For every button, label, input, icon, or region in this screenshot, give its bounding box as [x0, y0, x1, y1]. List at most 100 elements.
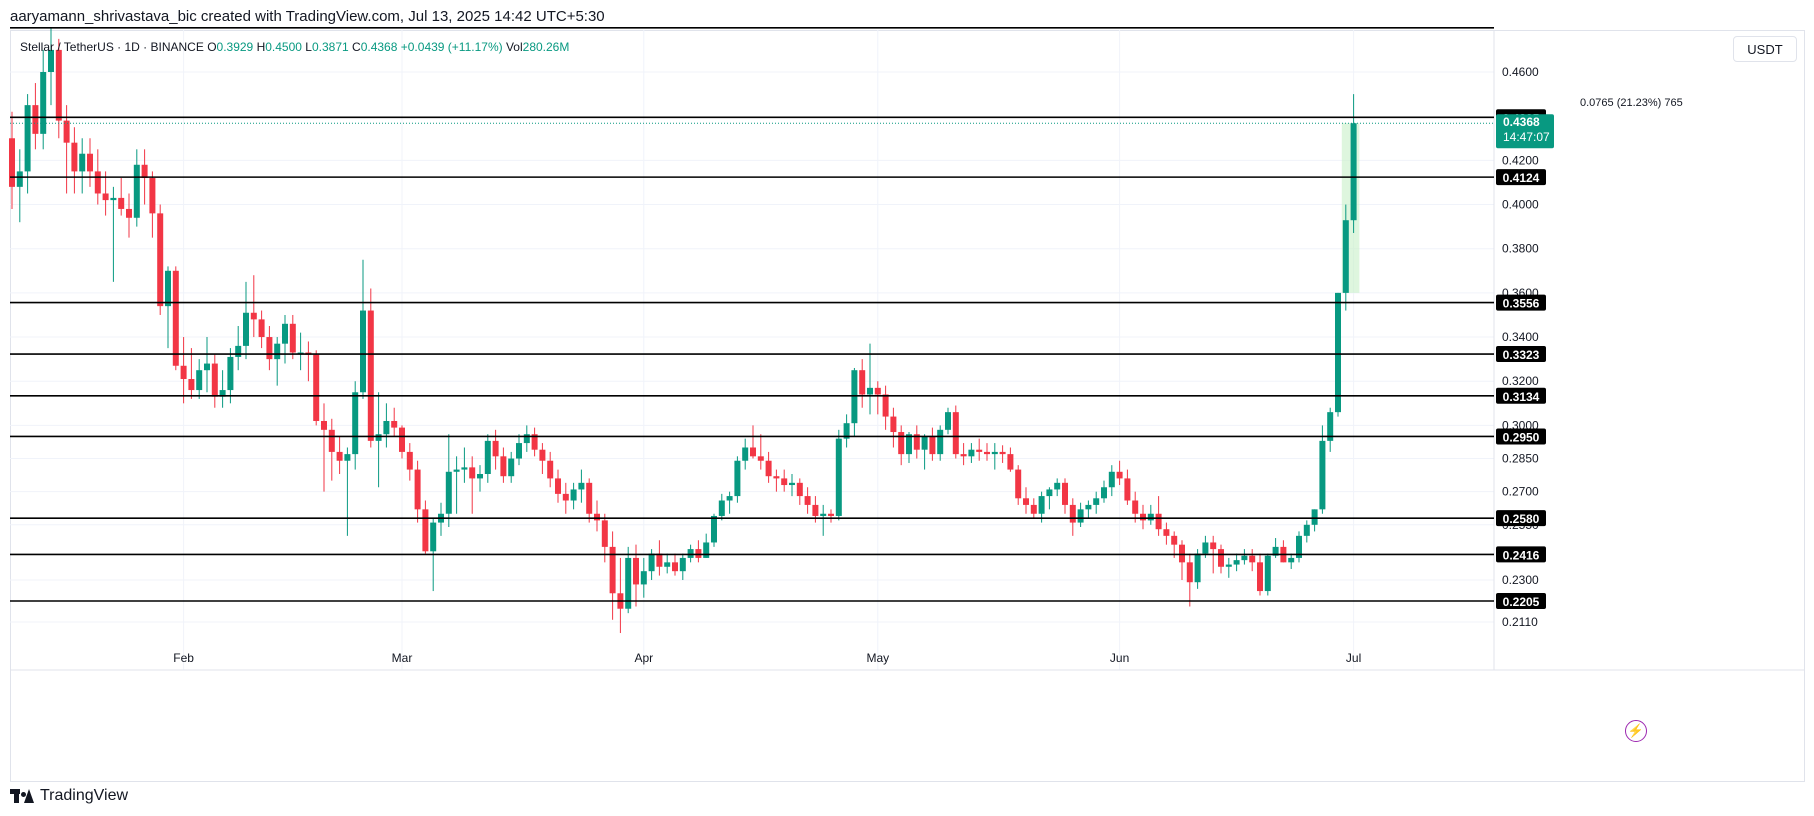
level-badge: [1496, 294, 1546, 311]
candle-body: [1218, 549, 1224, 567]
candle-body: [211, 363, 218, 397]
candle-body: [204, 363, 210, 371]
candle-body: [1327, 412, 1334, 441]
candle-body: [87, 153, 93, 172]
candle-body: [1194, 553, 1201, 583]
candle-body: [102, 193, 109, 201]
candle-body: [328, 429, 335, 452]
candle-body: [999, 451, 1006, 455]
chart-frame: [10, 30, 1805, 782]
candle-body: [648, 553, 655, 572]
level-badge-text: 0.3556: [1503, 297, 1540, 311]
candle-body: [968, 449, 975, 457]
candle-body: [1264, 555, 1271, 592]
candle-body: [562, 493, 569, 501]
candle-body: [266, 337, 273, 360]
candle-body: [157, 213, 164, 307]
candle-body: [835, 438, 842, 516]
candle-body: [937, 429, 944, 455]
candle-body: [711, 515, 717, 543]
candle-body: [63, 120, 70, 143]
candle-body: [508, 458, 515, 477]
candle-body: [1023, 498, 1029, 505]
candle-body: [1015, 469, 1022, 499]
candle-body: [578, 482, 585, 490]
symbol-name[interactable]: Stellar / TetherUS · 1D · BINANCE: [20, 40, 204, 54]
candle-body: [391, 420, 398, 428]
candle-body: [984, 451, 990, 455]
candle-body: [750, 447, 756, 457]
high-label: H: [256, 40, 266, 54]
candle-body: [399, 427, 405, 452]
current-price-badge: [1496, 114, 1554, 149]
currency-selector[interactable]: USDT: [1733, 36, 1797, 62]
candle-body: [1288, 557, 1295, 563]
x-tick-label: Mar: [392, 651, 413, 665]
y-tick-label: 0.2700: [1502, 485, 1539, 499]
lightning-icon[interactable]: ⚡: [1625, 720, 1647, 742]
candle-body: [765, 460, 772, 477]
candle-body: [703, 542, 710, 558]
candle-body: [547, 460, 554, 479]
candle-body: [422, 509, 429, 552]
candle-body: [633, 557, 639, 585]
symbol-legend: Stellar / TetherUS · 1D · BINANCE O0.392…: [20, 40, 569, 54]
candle-body: [843, 423, 850, 439]
candle-body: [336, 451, 343, 461]
open-label: O: [207, 40, 217, 54]
candle-body: [757, 456, 764, 461]
candle-body: [851, 370, 858, 424]
level-badge: [1496, 428, 1546, 445]
candle-body: [960, 454, 967, 457]
candle-body: [1311, 509, 1318, 525]
candle-body: [906, 434, 912, 455]
candle-body: [531, 434, 538, 450]
candle-body: [601, 520, 608, 547]
candle-body: [453, 469, 460, 472]
candle-body: [570, 489, 577, 501]
candle-body: [1303, 524, 1310, 536]
candle-body: [867, 387, 873, 395]
candle-body: [344, 454, 351, 461]
y-tick-label: 0.3400: [1502, 330, 1539, 344]
brand-name: TradingView: [40, 787, 129, 804]
candle-body: [1147, 513, 1154, 521]
candle-body: [227, 356, 234, 391]
candle-body: [679, 557, 686, 572]
candle-body: [555, 478, 561, 494]
close-value: 0.4368: [360, 40, 398, 54]
chart-caption: aaryamann_shrivastava_bic created with T…: [10, 8, 605, 25]
candle-body: [1210, 542, 1217, 550]
candle-body: [874, 387, 881, 395]
candle-body: [789, 482, 795, 486]
candle-body: [461, 467, 468, 470]
x-tick-label: Apr: [634, 651, 653, 665]
candle-body: [1241, 555, 1248, 561]
level-badge-text: 0.4124: [1503, 171, 1540, 185]
candle-body: [1108, 471, 1115, 488]
candle-body: [110, 197, 117, 201]
candle-body: [16, 171, 23, 187]
y-tick-label: 0.3800: [1502, 242, 1539, 256]
candle-body: [258, 319, 265, 338]
candle-body: [360, 310, 366, 393]
candle-body: [484, 440, 491, 474]
close-label: C: [352, 40, 361, 54]
candle-body: [1132, 500, 1139, 514]
candle-body: [820, 513, 827, 516]
x-tick-label: Jul: [1346, 651, 1361, 665]
tradingview-logo[interactable]: TradingView: [10, 787, 128, 805]
candle-body: [141, 164, 148, 179]
candle-body: [1319, 440, 1326, 510]
level-badge-text: 0.2580: [1503, 512, 1540, 526]
candle-body: [235, 345, 242, 357]
candle-body: [1062, 482, 1068, 505]
candle-body: [367, 310, 374, 441]
candle-body: [383, 420, 390, 435]
candle-body: [1350, 123, 1357, 221]
candle-body: [640, 571, 647, 585]
candle-body: [180, 365, 187, 380]
candle-body: [812, 504, 819, 516]
candle-body: [243, 312, 249, 346]
